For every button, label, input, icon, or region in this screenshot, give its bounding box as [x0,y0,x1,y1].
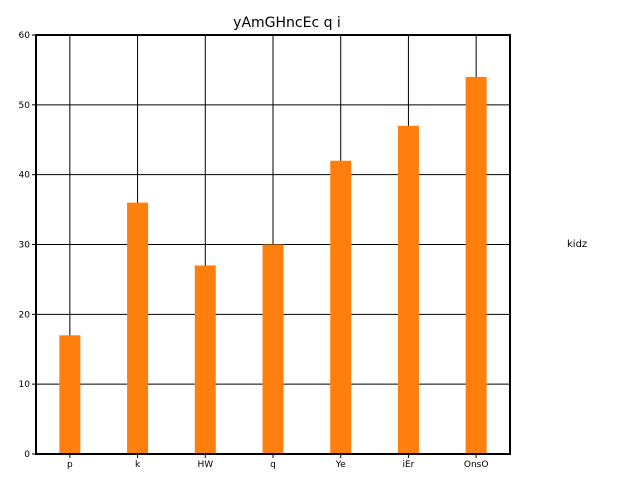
y-tick-label: 0 [24,450,30,460]
x-axis-ticks: p k HW q Ye iEr OnsO [67,454,488,470]
x-tick-label: q [270,460,276,470]
x-tick-label: iEr [402,460,414,470]
bar-Ye [330,160,352,454]
x-tick-label: HW [197,460,213,470]
x-tick-label: Ye [335,460,346,470]
x-tick-label: OnsO [464,460,489,470]
bar-iEr [397,125,419,455]
x-tick-label: k [135,460,141,470]
chart-title: yAmGHncEc q i [233,15,341,31]
bar-q [262,244,284,454]
y-tick-label: 60 [19,31,31,41]
y-tick-label: 40 [19,171,31,181]
y-tick-label: 10 [19,380,31,390]
y-tick-label: 30 [19,241,31,251]
bars [59,76,487,455]
y-tick-label: 20 [19,310,31,320]
bar-OnsO [465,76,487,455]
y-axis-ticks: 0 10 20 30 40 50 60 [19,31,36,460]
x-tick-label: p [67,460,73,470]
legend-label: kidz [567,239,587,250]
bar-k [127,202,149,454]
bar-p [59,335,81,454]
bar-HW [194,265,216,454]
y-tick-label: 50 [19,101,31,111]
